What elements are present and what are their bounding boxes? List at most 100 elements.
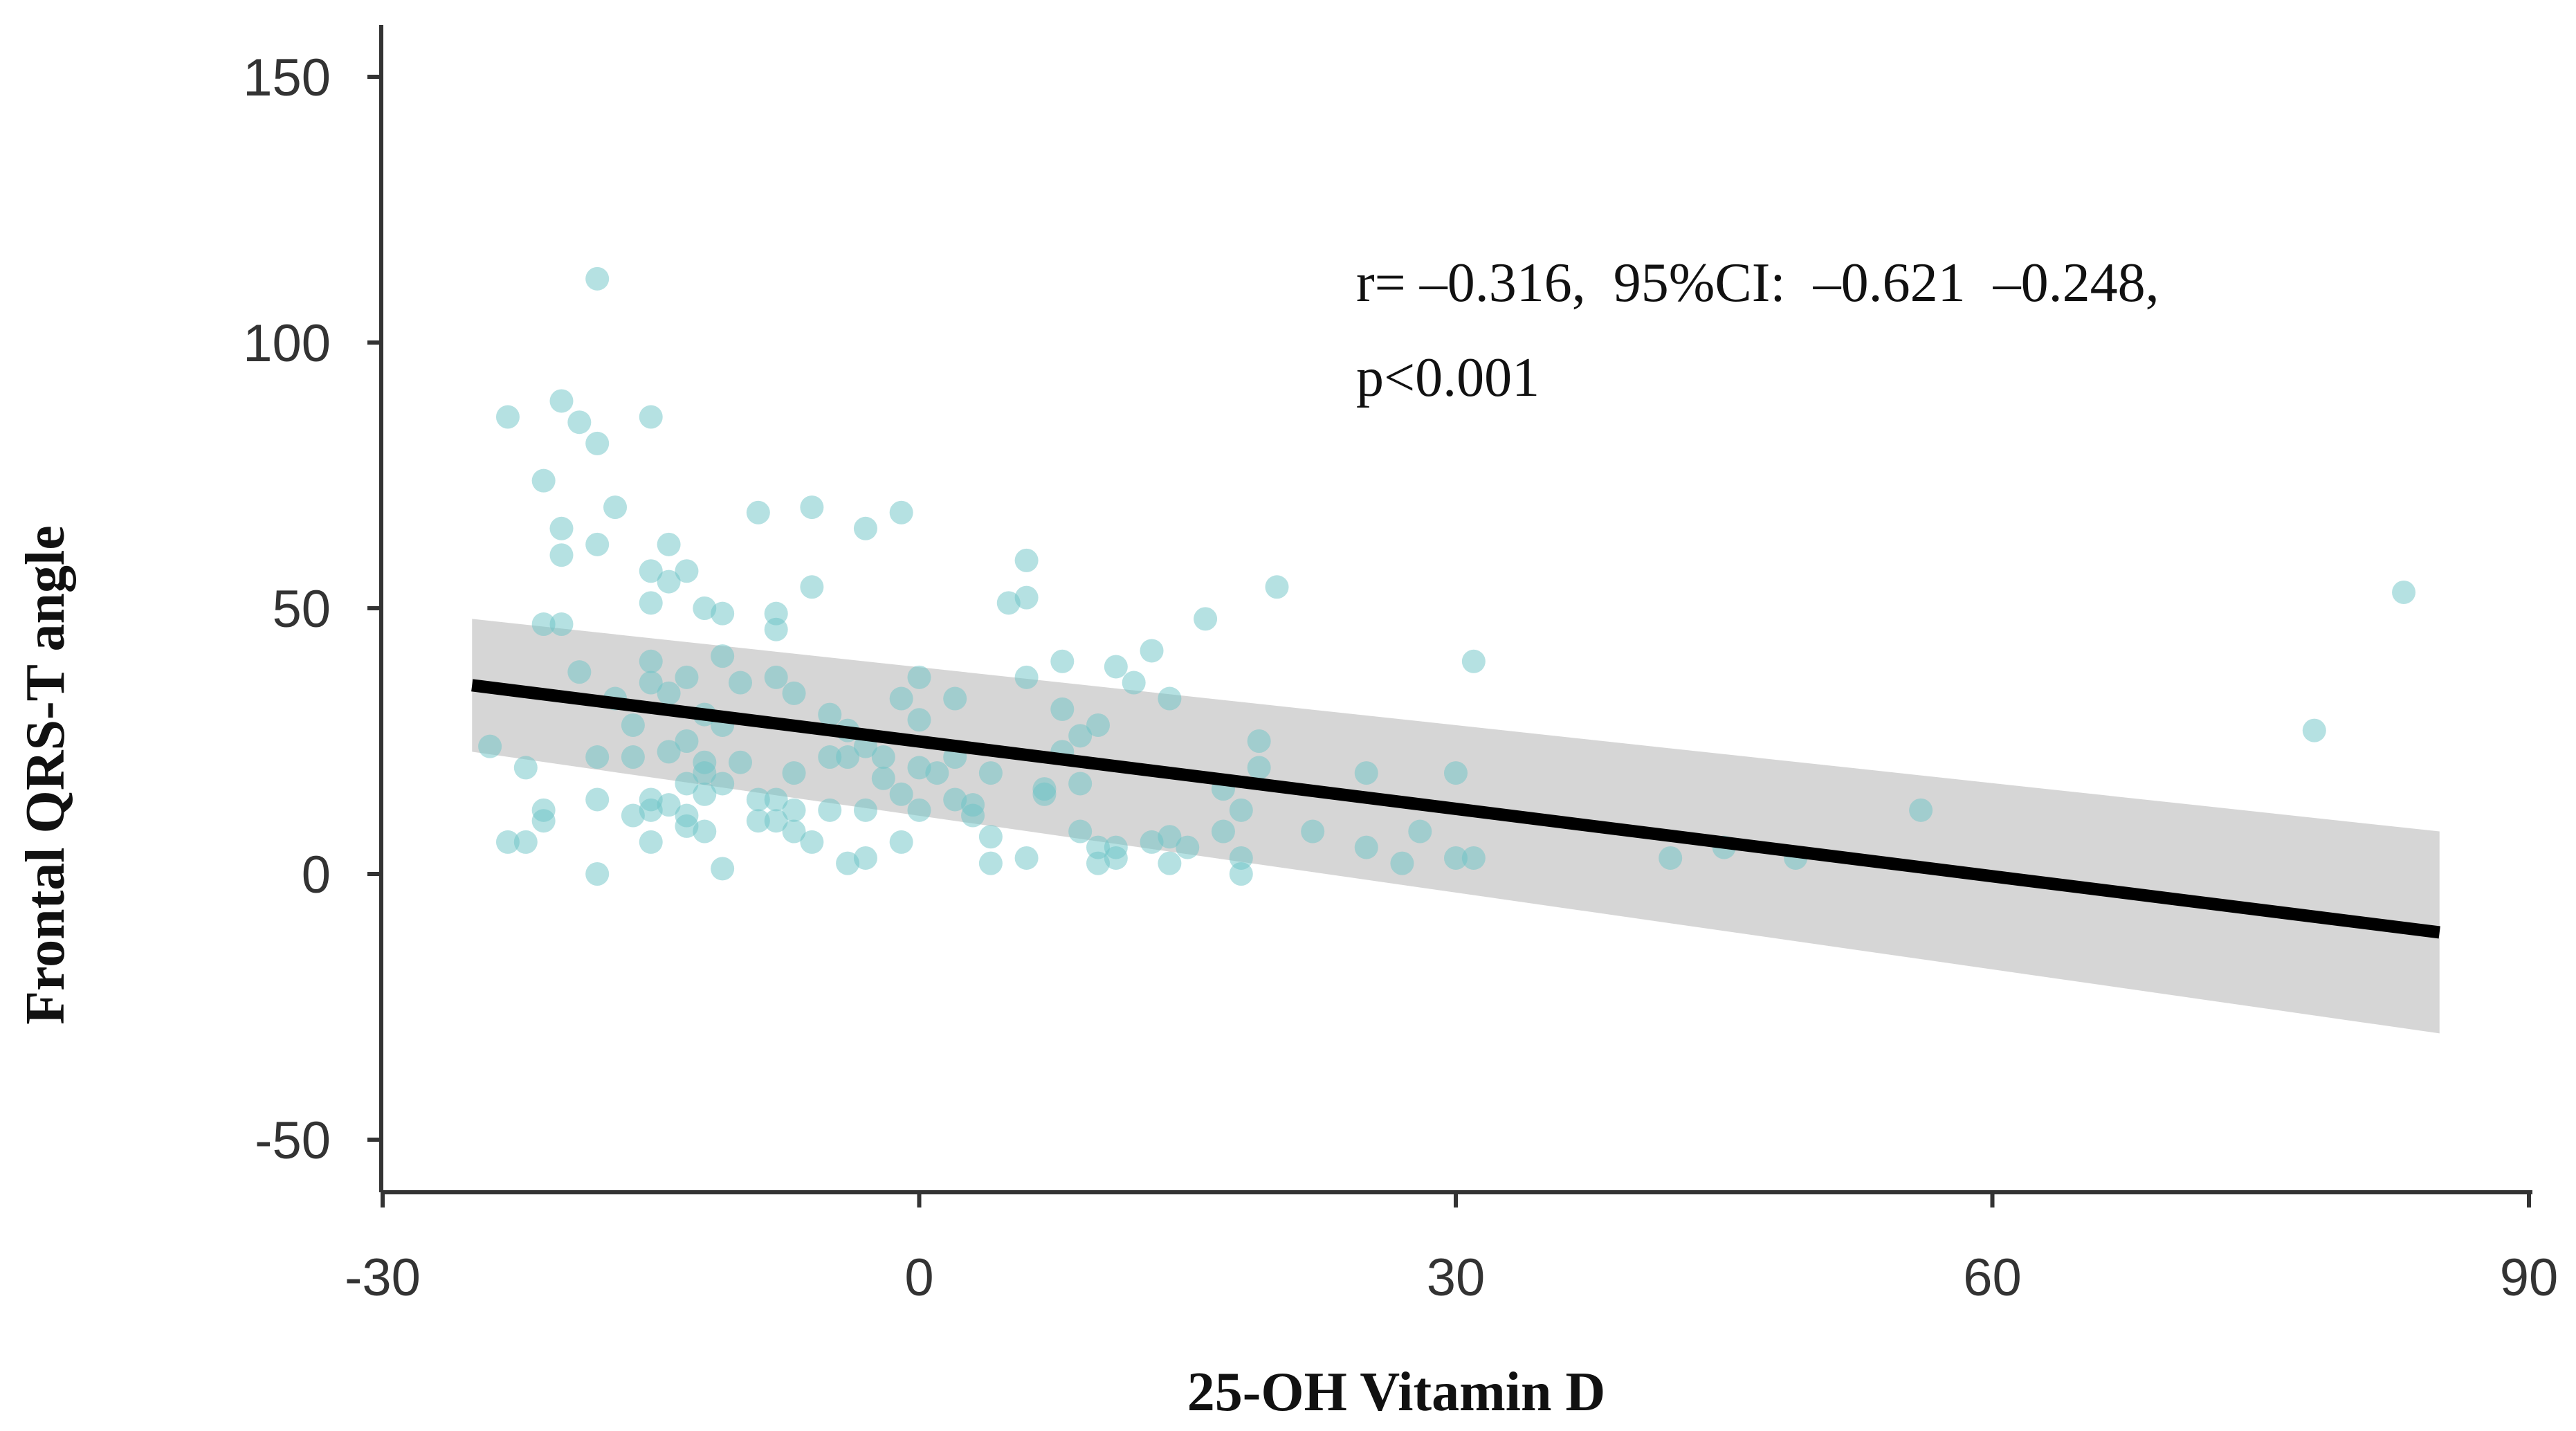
data-point [782,819,806,844]
data-point [675,814,699,838]
data-point [871,745,895,769]
data-point [1014,548,1039,572]
data-point [585,532,610,556]
data-point [639,559,663,583]
data-point [1444,761,1468,785]
data-point [800,830,824,854]
data-point [657,740,681,764]
data-point [1050,649,1075,673]
data-point [585,787,610,812]
y-axis-title: Frontal QRS-T angle [15,525,76,1025]
data-point [478,734,502,758]
data-point [1390,851,1414,875]
data-point [996,591,1021,615]
data-point [531,468,556,493]
data-point [907,708,931,732]
data-point [585,431,610,455]
y-axis: 150 100 50 0 -50 [243,25,383,1192]
data-point [675,772,699,796]
data-point [639,405,663,429]
regression-line [471,679,2440,939]
data-point [764,617,788,641]
data-point [853,516,877,540]
data-point [907,756,931,780]
data-point [693,782,717,806]
data-point [531,612,556,637]
data-point [1194,607,1218,631]
data-point [836,745,860,769]
data-point [1158,686,1182,711]
data-point [871,766,895,790]
correlation-annotation-line1: r= –0.316, 95%CI: –0.621 –0.248, [1356,253,2159,313]
data-point [836,851,860,875]
data-point [889,830,913,854]
data-point [495,830,520,854]
data-point [1909,798,1933,822]
data-point [657,793,681,817]
x-axis: -30 0 30 60 90 [345,1190,2559,1307]
data-point [675,729,699,753]
data-point [1086,713,1110,737]
correlation-annotation-line2: p<0.001 [1356,347,1540,408]
y-tick-label: 100 [243,314,331,373]
x-tick-label: 0 [904,1248,933,1307]
data-point [693,761,717,785]
y-tick-label: -50 [255,1111,331,1170]
data-point [1408,819,1432,844]
x-tick-label: 30 [1427,1248,1486,1307]
data-point [639,649,663,673]
data-point [1354,835,1378,859]
data-point [1140,830,1164,854]
data-point [943,686,967,711]
data-point [711,601,735,626]
data-point [853,846,877,870]
data-point [1354,761,1378,785]
x-axis-title: 25-OH Vitamin D [1187,1362,1605,1423]
data-point [1068,819,1093,844]
data-point [1265,575,1289,599]
data-point [1050,697,1075,721]
data-point [1068,772,1093,796]
data-point [889,686,913,711]
data-point [943,787,967,812]
data-point [1122,671,1146,695]
data-point [495,405,520,429]
y-ticks: 150 100 50 0 -50 [243,48,381,1170]
data-point [639,591,663,615]
data-point [764,665,788,689]
data-point [889,500,913,525]
data-point [1014,585,1039,610]
data-point [978,825,1003,849]
data-point [1032,782,1057,806]
data-point [1014,846,1039,870]
data-point [818,798,842,822]
data-point [621,803,645,828]
data-point [925,761,949,785]
data-point [1158,825,1182,849]
data-point [711,644,735,668]
data-point [639,798,663,822]
data-point [513,756,538,780]
x-tick-label: 60 [1963,1248,2022,1307]
data-point [746,500,770,525]
data-point [1068,724,1093,748]
confidence-band-layer [472,619,2440,1034]
data-point [711,772,735,796]
data-point [1104,655,1128,679]
x-tick-label: 90 [2500,1248,2559,1307]
data-point [585,745,610,769]
data-point [549,516,574,540]
data-point [961,803,985,828]
data-point [853,798,877,822]
data-point [549,543,574,567]
data-point [1014,665,1039,689]
data-point [782,761,806,785]
data-point [1158,851,1182,875]
data-point [729,671,752,695]
data-point [549,612,574,637]
data-point [800,495,824,520]
data-point [746,809,770,833]
data-point [729,750,752,774]
data-point [513,830,538,854]
